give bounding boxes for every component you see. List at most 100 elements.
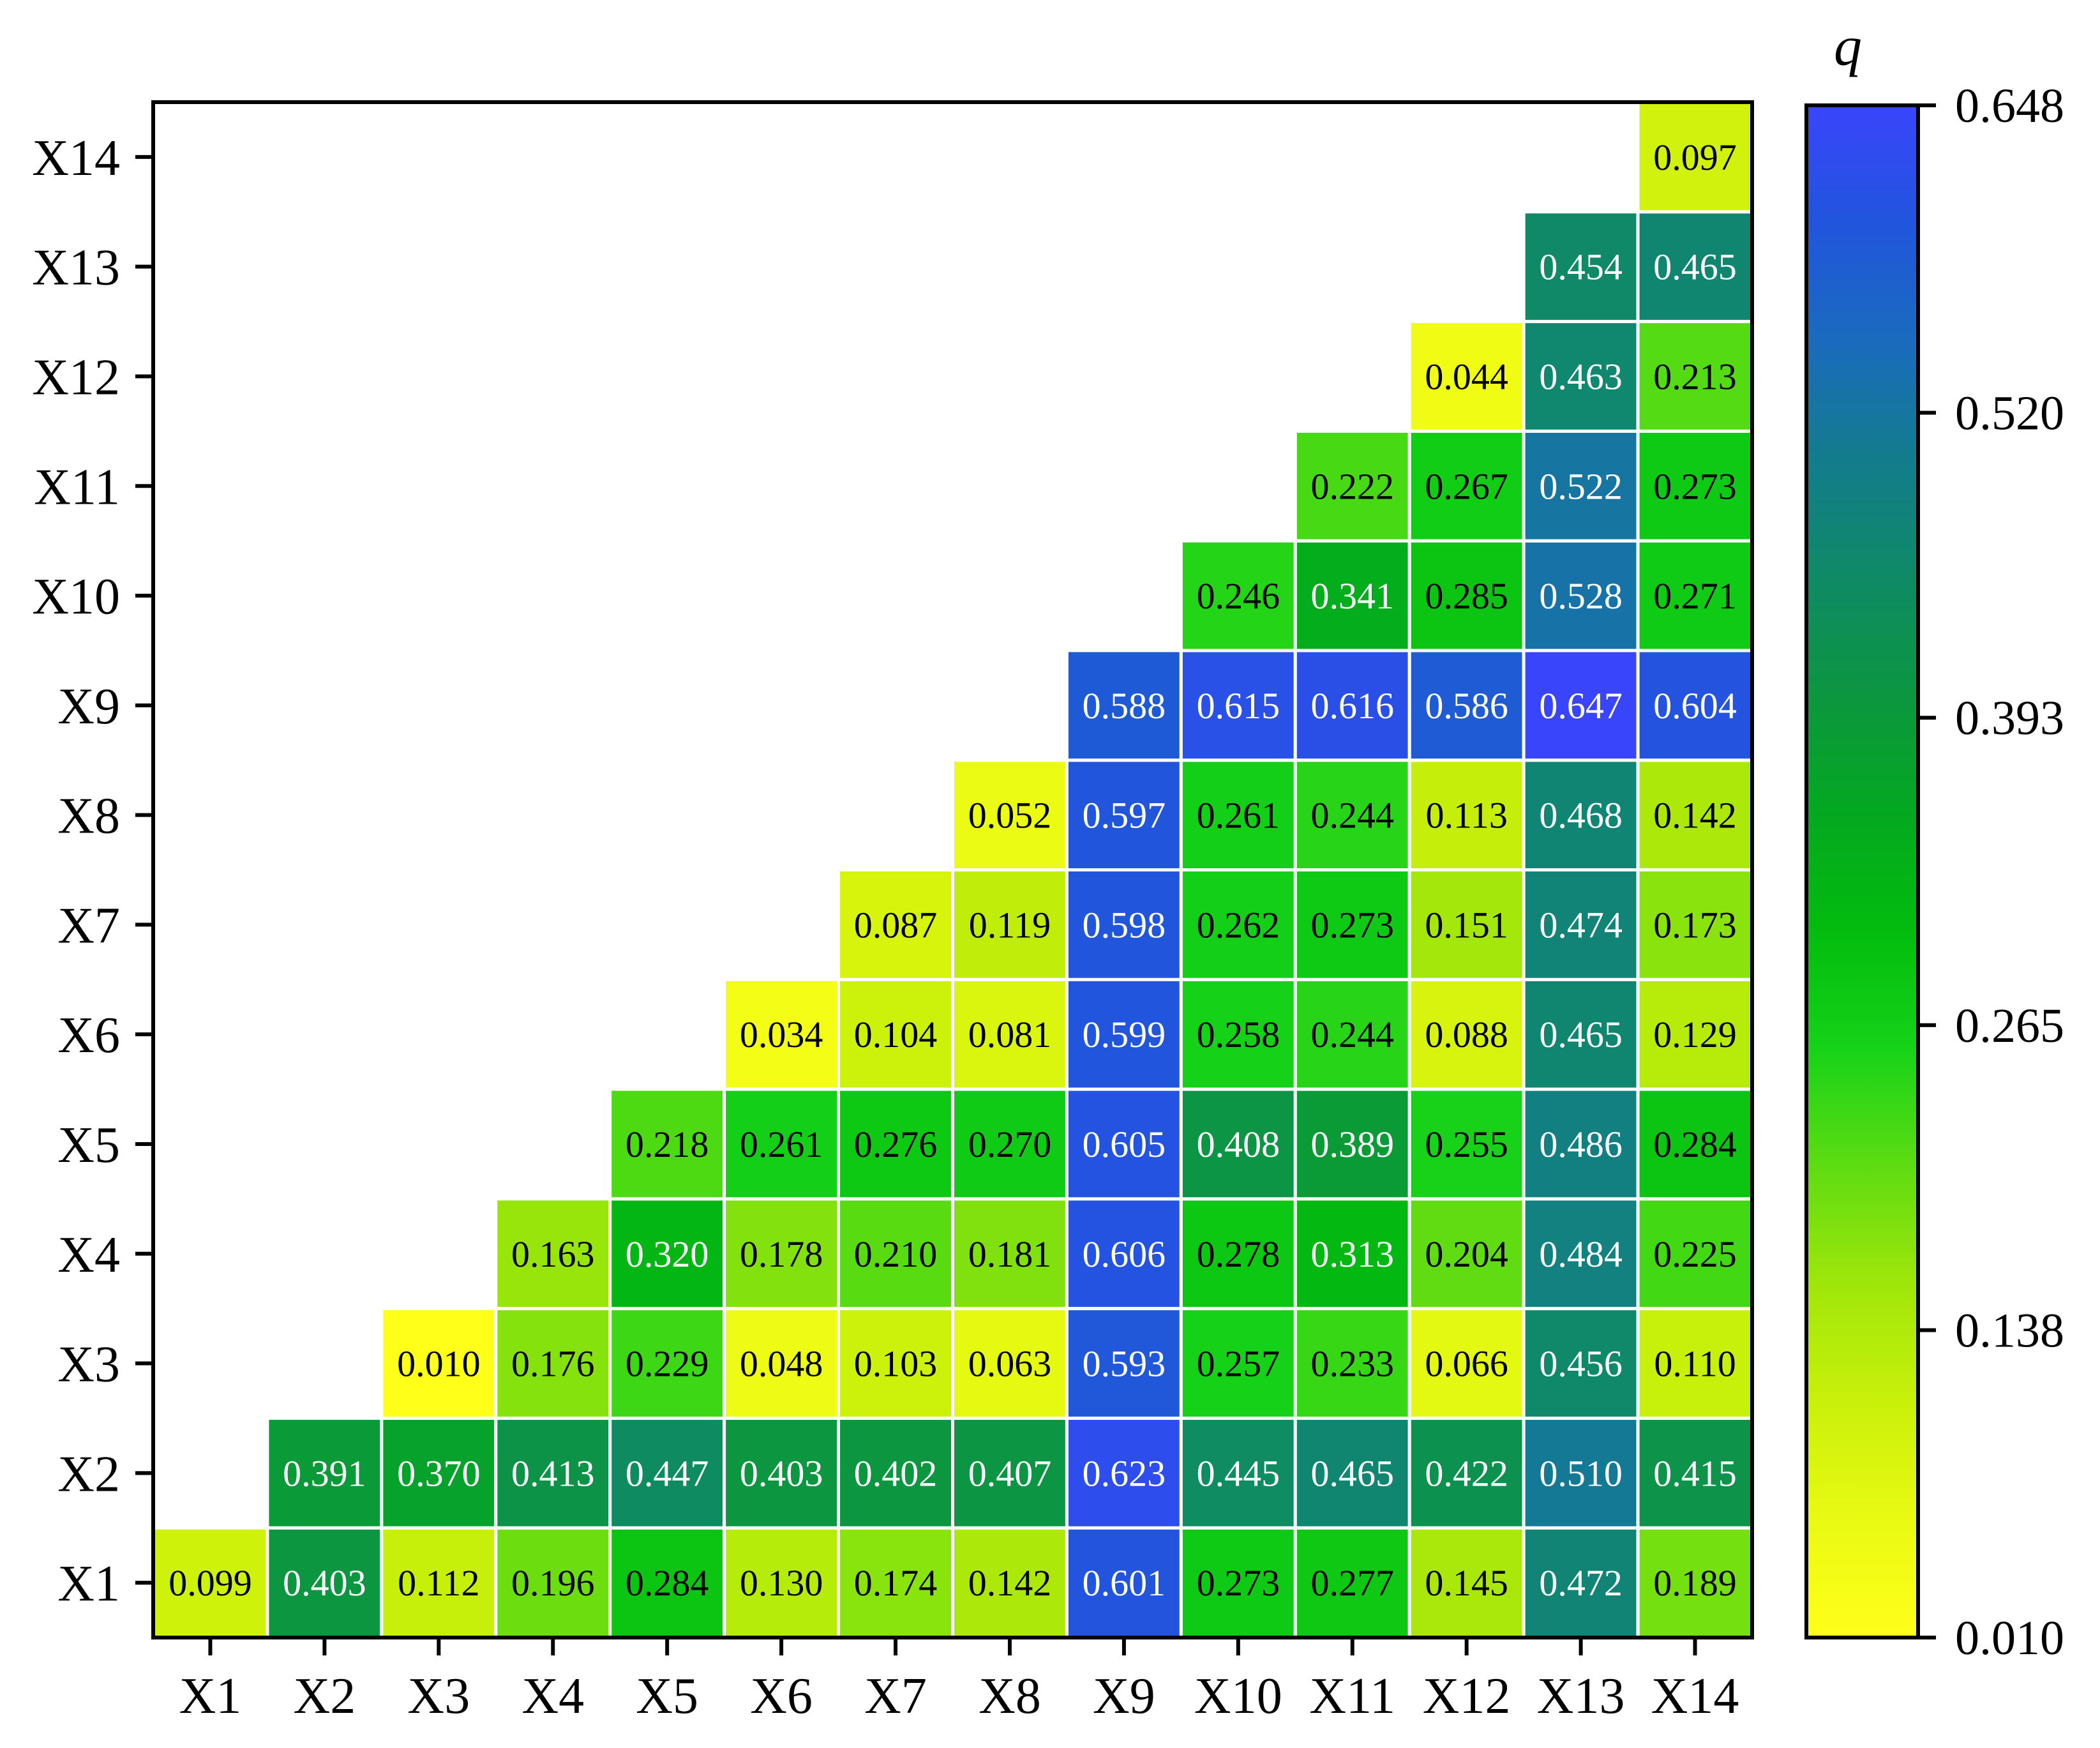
x-tick-label: X11 xyxy=(1309,1668,1395,1724)
colorbar: 0.010 0.138 0.265 0.393 0.520 0.648 xyxy=(1804,79,2064,1665)
cell-value-label: 0.176 xyxy=(511,1343,595,1385)
cell-value-label: 0.391 xyxy=(283,1452,366,1494)
heatmap-cell xyxy=(1407,649,1526,762)
heatmap-cell xyxy=(1636,1307,1754,1420)
heatmap-cell xyxy=(1522,1307,1640,1420)
cell-value-label: 0.145 xyxy=(1425,1562,1508,1604)
cell-value-label: 0.181 xyxy=(968,1233,1052,1275)
heatmap-cell xyxy=(494,1416,612,1530)
y-tick-label: X14 xyxy=(32,130,120,186)
heatmap-cell xyxy=(951,1307,1069,1420)
x-tick-label: X4 xyxy=(521,1668,584,1724)
y-tick-label: X10 xyxy=(32,569,120,625)
colorbar-tick-label: 0.138 xyxy=(1955,1304,2064,1357)
heatmap-cell xyxy=(1636,649,1754,762)
cell-value-label: 0.119 xyxy=(969,904,1051,946)
cell-value-label: 0.510 xyxy=(1539,1452,1623,1494)
cell-value-label: 0.097 xyxy=(1653,137,1737,178)
y-tick-label: X9 xyxy=(57,679,120,735)
cell-value-label: 0.277 xyxy=(1311,1562,1395,1604)
cell-value-label: 0.468 xyxy=(1539,795,1623,836)
cell-value-label: 0.276 xyxy=(854,1124,938,1165)
heatmap-cells: 0.099 0.403 0.112 0.196 0.284 0.130 0.174 0.142… xyxy=(151,100,1754,1639)
heatmap-cell xyxy=(1293,1526,1411,1639)
cell-value-label: 0.142 xyxy=(1653,795,1737,836)
colorbar-tick-label: 0.393 xyxy=(1955,691,2064,745)
cell-value-label: 0.174 xyxy=(854,1562,938,1604)
cell-value-label: 0.278 xyxy=(1197,1233,1280,1275)
heatmap-cell xyxy=(1636,210,1754,324)
cell-value-label: 0.257 xyxy=(1197,1343,1280,1385)
heatmap-cell xyxy=(1179,977,1297,1091)
cell-value-label: 0.270 xyxy=(968,1124,1052,1165)
cell-value-label: 0.605 xyxy=(1083,1124,1166,1165)
heatmap-cell xyxy=(1522,977,1640,1091)
cell-value-label: 0.151 xyxy=(1425,904,1508,946)
cell-value-label: 0.313 xyxy=(1311,1233,1395,1275)
cell-value-label: 0.456 xyxy=(1539,1343,1623,1385)
cell-value-label: 0.034 xyxy=(740,1014,823,1055)
cell-value-label: 0.225 xyxy=(1653,1233,1737,1275)
colorbar-tick-label: 0.265 xyxy=(1955,999,2064,1053)
heatmap-cell xyxy=(151,1526,269,1639)
cell-value-label: 0.647 xyxy=(1539,685,1623,727)
y-tick-label: X4 xyxy=(57,1227,120,1283)
cell-value-label: 0.244 xyxy=(1311,795,1395,836)
cell-value-label: 0.163 xyxy=(511,1233,595,1275)
x-tick-label: X5 xyxy=(636,1668,698,1724)
heatmap-cell xyxy=(608,1307,726,1420)
cell-value-label: 0.142 xyxy=(968,1562,1052,1604)
heatmap-cell xyxy=(1293,1307,1411,1420)
cell-value-label: 0.244 xyxy=(1311,1014,1395,1055)
heatmap-cell xyxy=(723,1307,841,1420)
cell-value-label: 0.044 xyxy=(1425,356,1508,397)
cell-value-label: 0.173 xyxy=(1653,904,1737,946)
heatmap-cell xyxy=(1522,539,1640,652)
y-tick-label: X6 xyxy=(57,1007,120,1064)
colorbar-ramp xyxy=(1804,103,1920,1639)
cell-value-label: 0.110 xyxy=(1654,1343,1736,1385)
cell-value-label: 0.087 xyxy=(854,904,938,946)
y-tick-label: X1 xyxy=(57,1556,120,1612)
cell-value-label: 0.341 xyxy=(1311,575,1395,617)
heatmap-cell xyxy=(1293,1197,1411,1311)
heatmap-cell xyxy=(1065,977,1183,1091)
heatmap-cell xyxy=(1407,320,1526,433)
cell-value-label: 0.606 xyxy=(1083,1233,1166,1275)
heatmap-cell xyxy=(1293,977,1411,1091)
cell-value-label: 0.522 xyxy=(1539,465,1623,507)
heatmap-cell xyxy=(837,977,954,1091)
heatmap-cell xyxy=(837,1087,954,1201)
cell-value-label: 0.413 xyxy=(511,1452,595,1494)
cell-value-label: 0.273 xyxy=(1311,904,1395,946)
heatmap-cell xyxy=(608,1197,726,1311)
heatmap-cell xyxy=(1407,1307,1526,1420)
cell-value-label: 0.262 xyxy=(1197,904,1280,946)
cell-value-label: 0.472 xyxy=(1539,1562,1623,1604)
cell-value-label: 0.099 xyxy=(169,1562,252,1604)
cell-value-label: 0.052 xyxy=(968,795,1052,836)
cell-value-label: 0.261 xyxy=(1197,795,1280,836)
cell-value-label: 0.370 xyxy=(397,1452,481,1494)
y-tick-label: X3 xyxy=(57,1337,120,1393)
cell-value-label: 0.271 xyxy=(1653,575,1737,617)
colorbar-tick-label: 0.648 xyxy=(1955,79,2064,133)
cell-value-label: 0.129 xyxy=(1653,1014,1737,1055)
cell-value-label: 0.447 xyxy=(626,1452,709,1494)
cell-value-label: 0.445 xyxy=(1197,1452,1280,1494)
cell-value-label: 0.320 xyxy=(626,1233,709,1275)
cell-value-label: 0.415 xyxy=(1653,1452,1737,1494)
cell-value-label: 0.601 xyxy=(1083,1562,1166,1604)
cell-value-label: 0.088 xyxy=(1425,1014,1508,1055)
colorbar-label: q xyxy=(1834,16,1862,78)
x-tick-label: X10 xyxy=(1194,1668,1282,1724)
cell-value-label: 0.623 xyxy=(1083,1452,1166,1494)
cell-value-label: 0.407 xyxy=(968,1452,1052,1494)
heatmap-cell xyxy=(380,1416,498,1530)
x-tick-label: X13 xyxy=(1537,1668,1625,1724)
heatmap-cell xyxy=(723,977,841,1091)
cell-value-label: 0.604 xyxy=(1653,685,1737,727)
heatmap-cell xyxy=(951,758,1069,871)
cell-value-label: 0.222 xyxy=(1311,465,1395,507)
